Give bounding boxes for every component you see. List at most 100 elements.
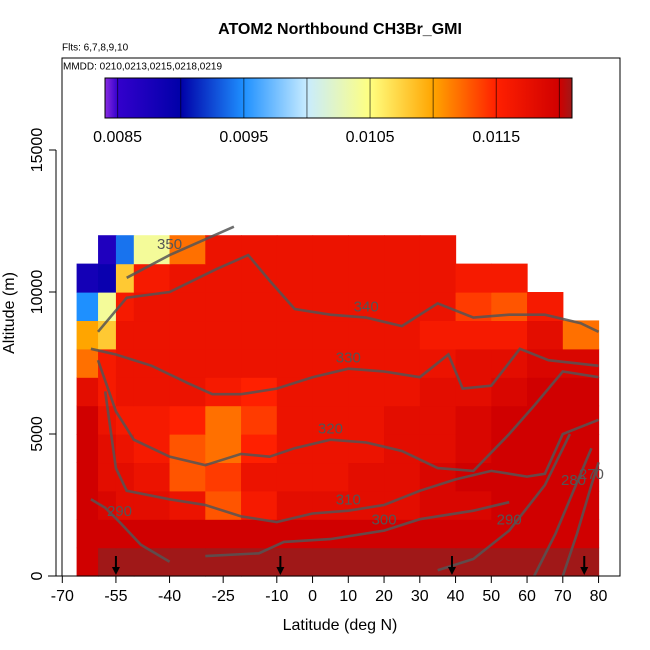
contour-label: 340 — [354, 299, 379, 316]
heat-cell — [133, 462, 171, 492]
contour-label: 320 — [318, 421, 343, 438]
heat-cell — [562, 547, 600, 577]
heat-cell — [98, 490, 117, 520]
heat-cell — [276, 405, 314, 435]
heat-cell — [241, 235, 278, 265]
colorbar-tick-label: 0.0095 — [219, 129, 268, 146]
heat-cell — [312, 434, 349, 464]
heat-cell — [205, 263, 242, 293]
x-tick-label: -55 — [104, 588, 127, 605]
heat-cell — [241, 405, 278, 435]
heat-cell — [455, 519, 492, 549]
heat-cell — [241, 434, 278, 464]
heat-cell — [348, 320, 385, 350]
contour-label: 270 — [579, 466, 604, 483]
heat-cell — [419, 434, 457, 464]
heat-cell — [115, 434, 135, 464]
contour-label: 290 — [107, 503, 132, 520]
heat-cell — [348, 547, 385, 577]
heat-cell — [133, 263, 171, 293]
flight-marker — [447, 556, 456, 575]
contour-line — [103, 391, 600, 524]
heat-cell — [205, 292, 242, 322]
heat-cell — [419, 405, 457, 435]
x-tick-label: 20 — [375, 588, 393, 605]
contour-line — [96, 359, 599, 473]
x-tick-label: 80 — [590, 588, 608, 605]
heat-cell — [115, 263, 135, 293]
subtitle: Flts: 6,7,8,9,10 — [62, 43, 129, 54]
heat-cell — [312, 462, 349, 492]
colorbar-tick-label: 0.0105 — [346, 129, 395, 146]
heat-cell — [348, 462, 385, 492]
heat-cell — [384, 462, 421, 492]
heat-cell — [98, 292, 117, 322]
heat-cell — [491, 519, 528, 549]
heat-cell — [276, 263, 314, 293]
heat-cell — [276, 462, 314, 492]
heat-cell — [205, 405, 242, 435]
heat-cell — [241, 462, 278, 492]
heat-cell — [348, 263, 385, 293]
heat-cell — [98, 320, 117, 350]
heat-cell — [205, 320, 242, 350]
x-tick-label: -40 — [158, 588, 181, 605]
contour-label: 300 — [372, 512, 397, 529]
y-tick-label: 10000 — [29, 270, 46, 315]
heat-cell — [276, 235, 314, 265]
contour-line — [126, 225, 235, 279]
x-tick-label: 30 — [411, 588, 429, 605]
heat-cell — [312, 405, 349, 435]
heat-cell — [455, 320, 492, 350]
heat-cell — [384, 263, 421, 293]
heat-cell — [312, 235, 349, 265]
heat-cell — [527, 405, 564, 435]
heat-cell — [76, 462, 99, 492]
heat-cell — [241, 348, 278, 378]
y-tick-label: 0 — [29, 571, 46, 580]
heat-cell — [115, 405, 135, 435]
contour-line — [533, 447, 593, 577]
heat-cell — [419, 462, 457, 492]
heat-cell — [491, 263, 528, 293]
heat-cell — [419, 377, 457, 407]
x-tick-label: 50 — [482, 588, 500, 605]
y-tick-label: 15000 — [29, 128, 46, 173]
heat-cell — [527, 490, 564, 520]
x-tick-label: 10 — [339, 588, 357, 605]
heat-cell — [76, 377, 99, 407]
marker-head — [447, 567, 456, 575]
chart-title: ATOM2 Northbound CH3Br_GMI — [218, 21, 462, 38]
heat-cell — [384, 292, 421, 322]
heat-cell — [76, 292, 99, 322]
heat-cell — [241, 490, 278, 520]
heat-cell — [384, 547, 421, 577]
heat-cell — [115, 292, 135, 322]
heat-cell — [169, 348, 206, 378]
heat-cell — [455, 405, 492, 435]
heat-cell — [115, 320, 135, 350]
heat-cell — [98, 405, 117, 435]
heat-cell — [312, 377, 349, 407]
heat-cell — [205, 519, 242, 549]
heat-cell — [491, 320, 528, 350]
heat-cell — [169, 405, 206, 435]
y-axis-label: Altitude (m) — [1, 272, 18, 354]
x-tick-label: -10 — [265, 588, 288, 605]
heat-cell — [76, 320, 99, 350]
heat-cell — [76, 348, 99, 378]
x-tick-label: 70 — [554, 588, 572, 605]
heat-cell — [419, 292, 457, 322]
colorbar-tick-label: 0.0115 — [472, 129, 520, 146]
contour-line — [90, 498, 171, 563]
heat-cell — [98, 547, 117, 577]
heat-cell — [115, 348, 135, 378]
heat-cell — [384, 490, 421, 520]
heat-cell — [205, 377, 242, 407]
contour-label: 290 — [497, 512, 522, 529]
heat-cell — [384, 235, 421, 265]
heat-cell — [76, 405, 99, 435]
heat-cell — [312, 263, 349, 293]
heat-cell — [133, 377, 171, 407]
heat-cell — [169, 547, 206, 577]
